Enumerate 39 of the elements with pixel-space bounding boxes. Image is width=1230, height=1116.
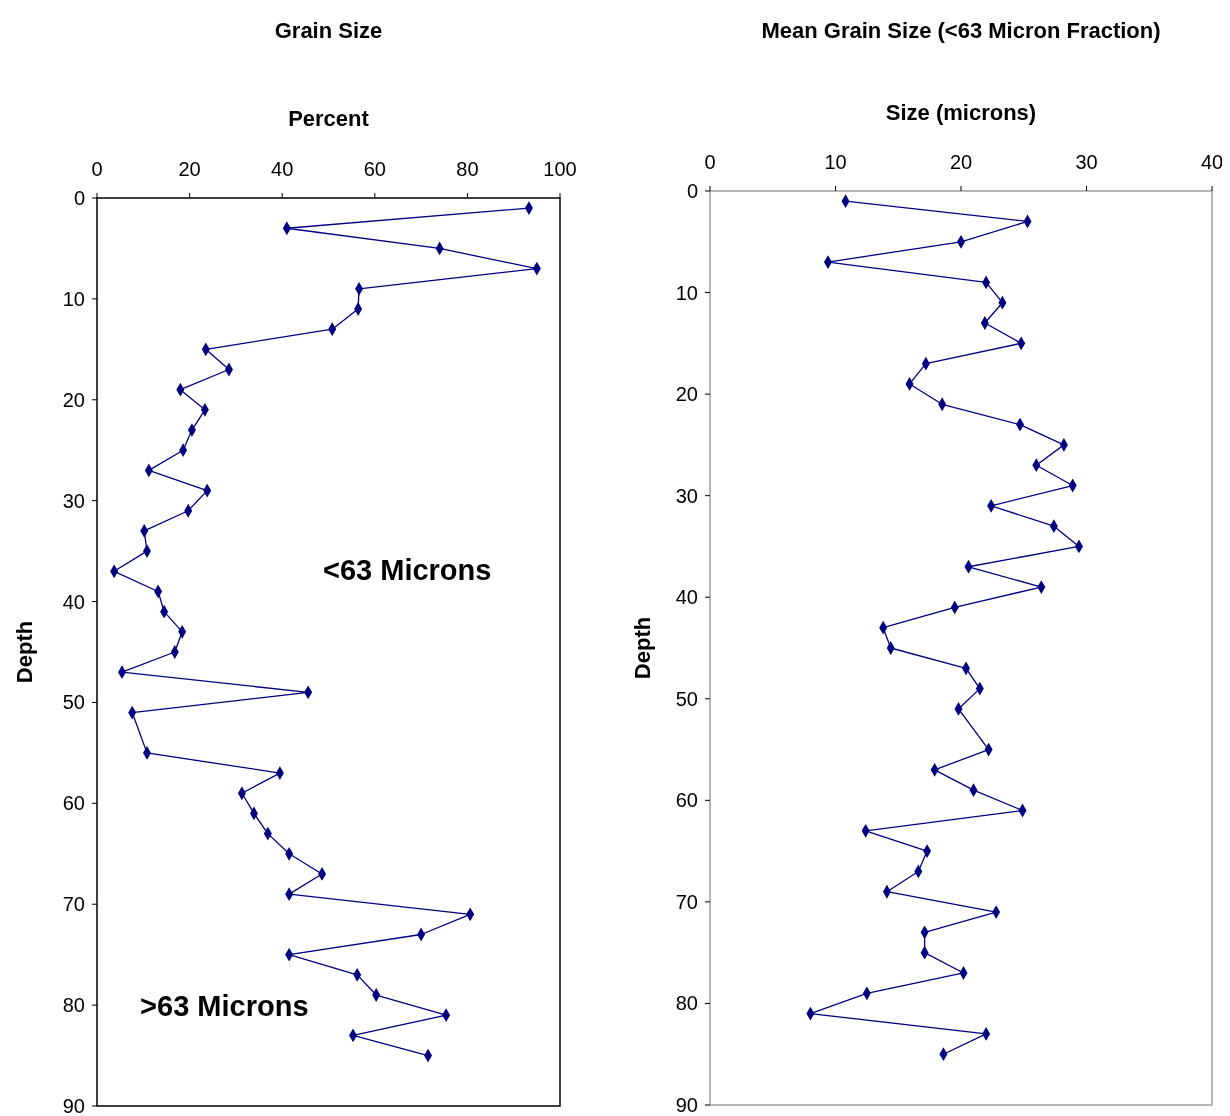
x-tick-label: 0	[704, 151, 716, 173]
y-tick-label: 90	[62, 1095, 85, 1116]
x-tick-label: 0	[91, 158, 103, 180]
y-axis-title: Depth	[12, 620, 37, 684]
y-tick-label: 20	[62, 388, 85, 411]
chart-title: Mean Grain Size (<63 Micron Fraction)	[761, 18, 1161, 43]
x-tick-label: 20	[178, 158, 201, 180]
y-tick-label: 0	[73, 187, 85, 209]
y-tick-label: 30	[675, 484, 698, 507]
y-tick-label: 70	[675, 890, 698, 913]
x-axis-title: Percent	[288, 106, 370, 131]
y-tick-label: 40	[675, 586, 698, 609]
y-tick-label: 60	[675, 789, 698, 812]
y-tick-label: 40	[62, 590, 85, 613]
y-tick-label: 70	[62, 893, 85, 916]
y-tick-label: 50	[62, 691, 85, 714]
x-tick-label: 100	[543, 158, 577, 180]
x-tick-label: 10	[824, 151, 847, 173]
x-tick-label: 20	[949, 151, 973, 173]
y-tick-label: 10	[675, 281, 698, 304]
annotation: <63 Microns	[322, 554, 492, 587]
x-tick-label: 60	[363, 158, 386, 180]
y-tick-label: 60	[62, 792, 85, 815]
y-tick-label: 80	[675, 992, 698, 1015]
x-axis-title: Size (microns)	[885, 100, 1037, 125]
x-tick-label: 40	[1200, 151, 1224, 173]
y-tick-label: 90	[675, 1094, 698, 1116]
y-tick-label: 30	[62, 489, 85, 512]
x-tick-label: 40	[271, 158, 294, 180]
y-tick-label: 0	[686, 180, 698, 202]
x-tick-label: 30	[1075, 151, 1098, 173]
y-tick-label: 50	[675, 687, 698, 710]
annotation: >63 Microns	[140, 990, 309, 1023]
y-axis-title: Depth	[630, 616, 655, 680]
x-tick-label: 80	[456, 158, 479, 180]
y-tick-label: 20	[675, 383, 698, 406]
y-tick-label: 80	[62, 994, 85, 1017]
chart-title: Grain Size	[274, 18, 383, 43]
y-tick-label: 10	[62, 287, 85, 310]
